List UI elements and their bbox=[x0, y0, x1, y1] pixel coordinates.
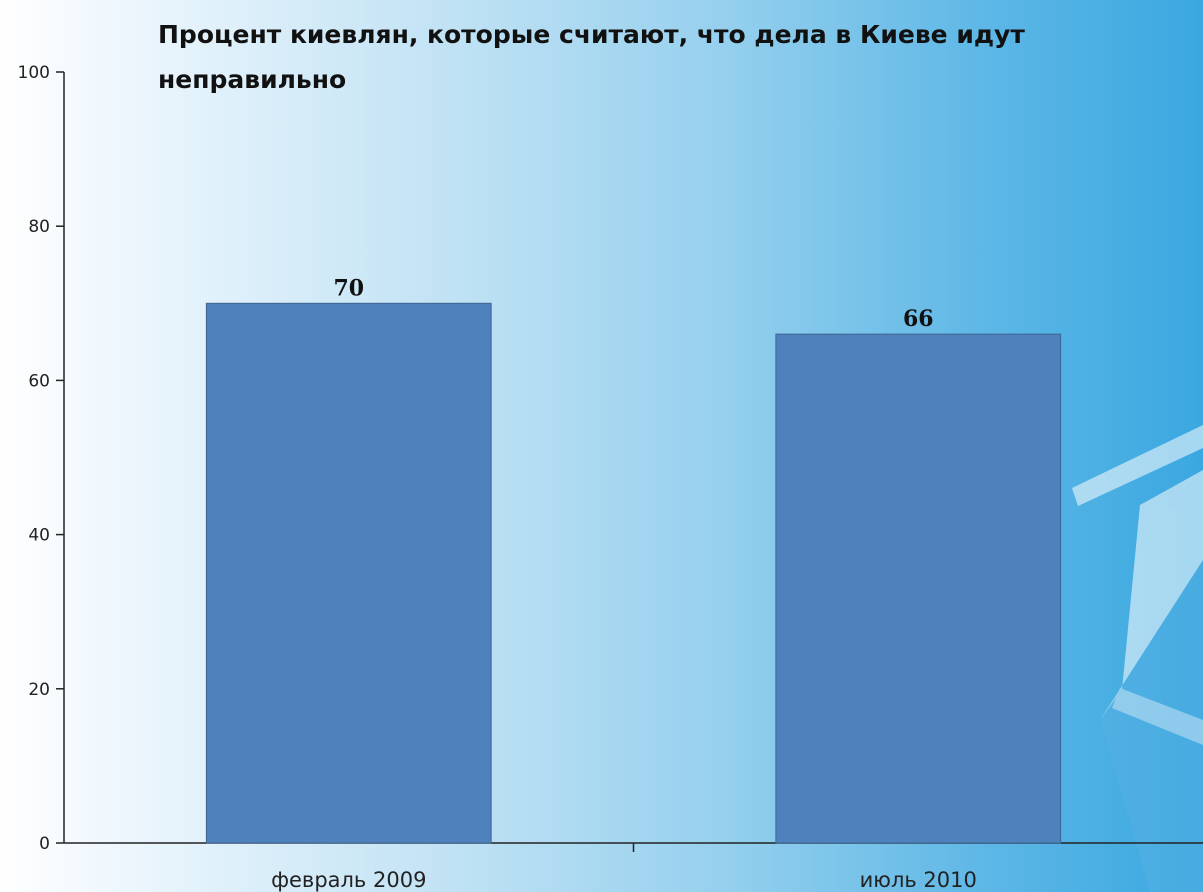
x-tick-label: февраль 2009 bbox=[271, 868, 426, 892]
y-tick-label: 20 bbox=[28, 680, 50, 700]
data-label: 70 bbox=[333, 275, 364, 301]
y-tick-label: 0 bbox=[39, 834, 50, 854]
bar bbox=[775, 333, 1062, 844]
y-tick-label: 80 bbox=[28, 217, 50, 237]
chart-title: Процент киевлян, которые считают, что де… bbox=[158, 20, 1025, 94]
x-tick-label: июль 2010 bbox=[860, 868, 977, 892]
bar bbox=[205, 302, 492, 844]
background-decoration-dark bbox=[1100, 560, 1203, 892]
y-tick-label: 40 bbox=[28, 526, 50, 546]
background-decoration bbox=[1072, 425, 1203, 745]
y-tick-label: 100 bbox=[18, 63, 50, 83]
y-tick-label: 60 bbox=[28, 371, 50, 391]
data-label: 66 bbox=[903, 306, 934, 332]
